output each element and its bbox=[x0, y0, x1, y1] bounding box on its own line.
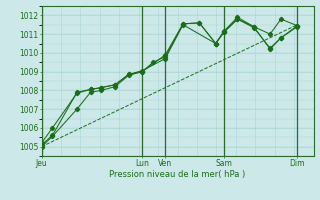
X-axis label: Pression niveau de la mer( hPa ): Pression niveau de la mer( hPa ) bbox=[109, 170, 246, 179]
